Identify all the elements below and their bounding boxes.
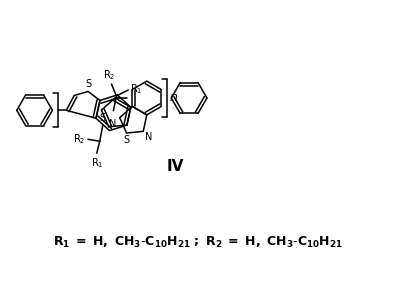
Text: R$_1$: R$_1$	[91, 156, 103, 170]
Text: n: n	[169, 91, 177, 105]
Text: R$_2$: R$_2$	[74, 132, 86, 146]
Text: R$_2$: R$_2$	[103, 68, 116, 82]
Text: S: S	[99, 113, 105, 123]
Text: $\mathbf{R_1}$ $\mathbf{=}$ $\mathbf{H,\ CH_3}$-$\mathbf{C_{10}H_{21}}$ $\mathbf: $\mathbf{R_1}$ $\mathbf{=}$ $\mathbf{H,\…	[53, 235, 343, 250]
Text: R$_1$: R$_1$	[130, 82, 143, 96]
Text: N: N	[109, 119, 117, 129]
Text: S: S	[124, 135, 129, 145]
Text: S: S	[85, 79, 91, 89]
Text: N: N	[145, 132, 152, 142]
Text: IV: IV	[167, 159, 184, 174]
